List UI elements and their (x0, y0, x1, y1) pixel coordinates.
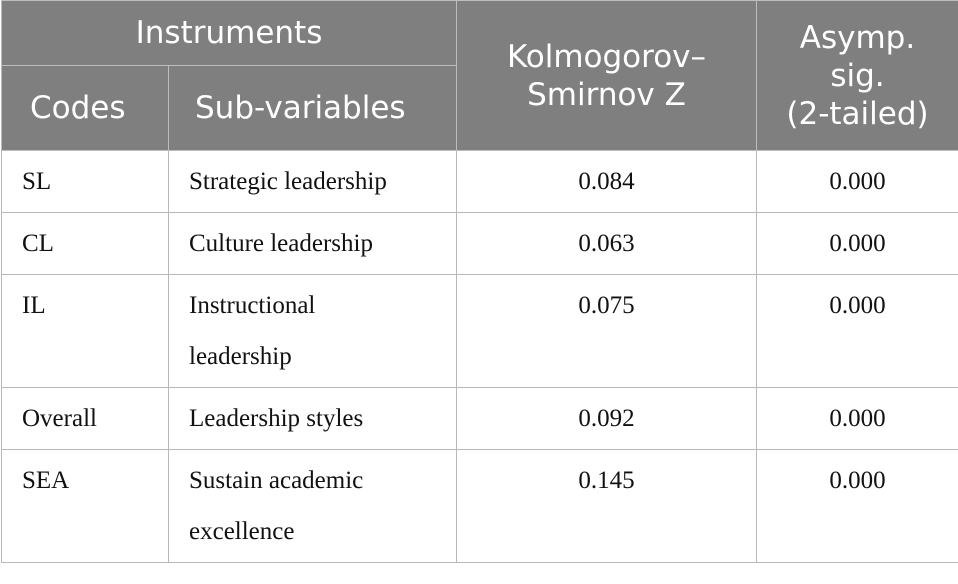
header-codes: Codes (1, 65, 169, 151)
table-row: SEA Sustain academic excellence 0.145 0.… (1, 449, 958, 563)
cell-ks-z: 0.075 (456, 274, 757, 388)
cell-sub-variable: Sustain academic excellence (168, 449, 457, 563)
cell-asymp-sig: 0.000 (756, 387, 958, 450)
cell-code: SEA (1, 449, 169, 563)
cell-ks-z: 0.084 (456, 150, 757, 213)
header-sig-line1: Asymp. (799, 19, 916, 56)
normality-test-table: Instruments Kolmogorov– Smirnov Z Asymp.… (1, 0, 958, 563)
header-sig-line2: sig. (830, 57, 885, 94)
table-row: CL Culture leadership 0.063 0.000 (1, 212, 958, 275)
cell-ks-z: 0.092 (456, 387, 757, 450)
cell-sub-variable-line2: excellence (189, 518, 295, 545)
table-body: SL Strategic leadership 0.084 0.000 CL C… (1, 150, 958, 563)
cell-code: CL (1, 212, 169, 275)
cell-sub-variable-line2: leadership (189, 343, 292, 370)
header-kolmogorov-smirnov: Kolmogorov– Smirnov Z (456, 0, 757, 151)
cell-asymp-sig: 0.000 (756, 449, 958, 563)
cell-code: Overall (1, 387, 169, 450)
cell-sub-variable-line1: Instructional (189, 292, 316, 319)
cell-asymp-sig: 0.000 (756, 150, 958, 213)
cell-code: SL (1, 150, 169, 213)
cell-ks-z: 0.145 (456, 449, 757, 563)
cell-asymp-sig: 0.000 (756, 274, 958, 388)
cell-asymp-sig: 0.000 (756, 212, 958, 275)
header-instruments: Instruments (1, 0, 457, 66)
cell-sub-variable-line1: Sustain academic (189, 467, 364, 494)
header-sub-variables: Sub-variables (168, 65, 457, 151)
cell-sub-variable: Leadership styles (168, 387, 457, 450)
cell-ks-z: 0.063 (456, 212, 757, 275)
table-header: Instruments Kolmogorov– Smirnov Z Asymp.… (1, 0, 958, 151)
header-ks-line1: Kolmogorov– (506, 38, 707, 75)
header-sig-line3: (2-tailed) (786, 95, 929, 132)
cell-sub-variable: Instructional leadership (168, 274, 457, 388)
cell-sub-variable: Strategic leadership (168, 150, 457, 213)
table-row: IL Instructional leadership 0.075 0.000 (1, 274, 958, 388)
cell-code: IL (1, 274, 169, 388)
header-ks-line2: Smirnov Z (527, 76, 686, 113)
cell-sub-variable: Culture leadership (168, 212, 457, 275)
table-row: SL Strategic leadership 0.084 0.000 (1, 150, 958, 213)
header-asymp-sig: Asymp. sig. (2-tailed) (756, 0, 958, 151)
table-row: Overall Leadership styles 0.092 0.000 (1, 387, 958, 450)
